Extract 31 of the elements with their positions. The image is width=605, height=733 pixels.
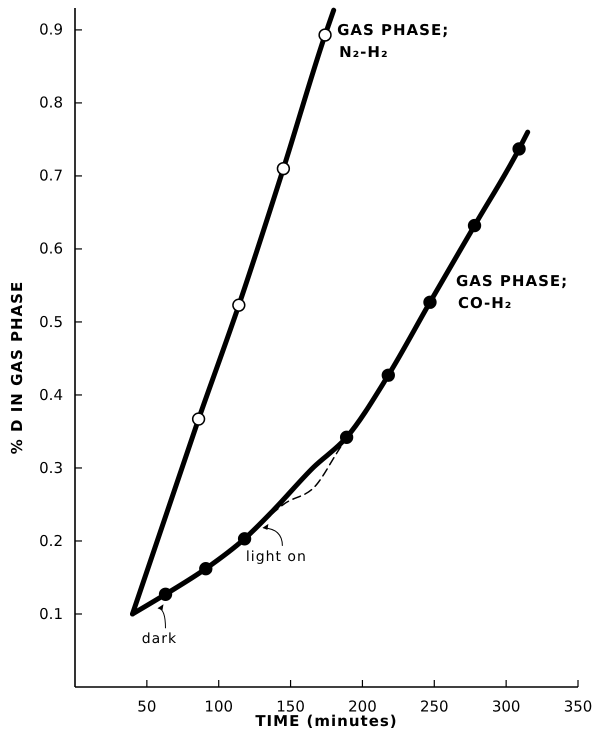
point <box>423 296 437 309</box>
point <box>232 298 246 312</box>
y-tick-label: 0.5 <box>39 312 63 331</box>
point <box>382 368 395 382</box>
annotation: light on <box>246 548 307 565</box>
x-tick-label: 250 <box>420 698 449 716</box>
series-label: GAS PHASE; CO-H₂ <box>456 272 568 312</box>
point <box>199 562 212 576</box>
y-axis-title: % D IN GAS PHASE <box>8 280 26 454</box>
y-tick-label: 0.8 <box>39 94 63 112</box>
y-tick-label: 0.2 <box>39 532 63 550</box>
point <box>512 142 526 156</box>
point <box>192 412 206 426</box>
y-tick-label: 0.4 <box>39 386 63 404</box>
point <box>238 532 252 546</box>
annotation: dark <box>142 631 178 648</box>
y-tick-label: 0.1 <box>39 604 63 623</box>
series-label: GAS PHASE; N₂-H₂ <box>337 21 450 62</box>
x-tick-label: 100 <box>204 698 234 716</box>
y-tick-label: 0.7 <box>39 166 63 185</box>
y-tick-label: 0.9 <box>39 20 63 39</box>
point <box>318 28 332 42</box>
x-tick-label: 300 <box>492 698 520 716</box>
point <box>340 430 354 444</box>
point <box>276 162 290 176</box>
point <box>468 218 482 232</box>
y-tick-label: 0.3 <box>39 458 63 477</box>
point <box>158 588 172 601</box>
x-tick-label: 350 <box>564 698 592 716</box>
x-tick-label: 50 <box>137 698 156 716</box>
y-tick-label: 0.6 <box>39 240 63 258</box>
